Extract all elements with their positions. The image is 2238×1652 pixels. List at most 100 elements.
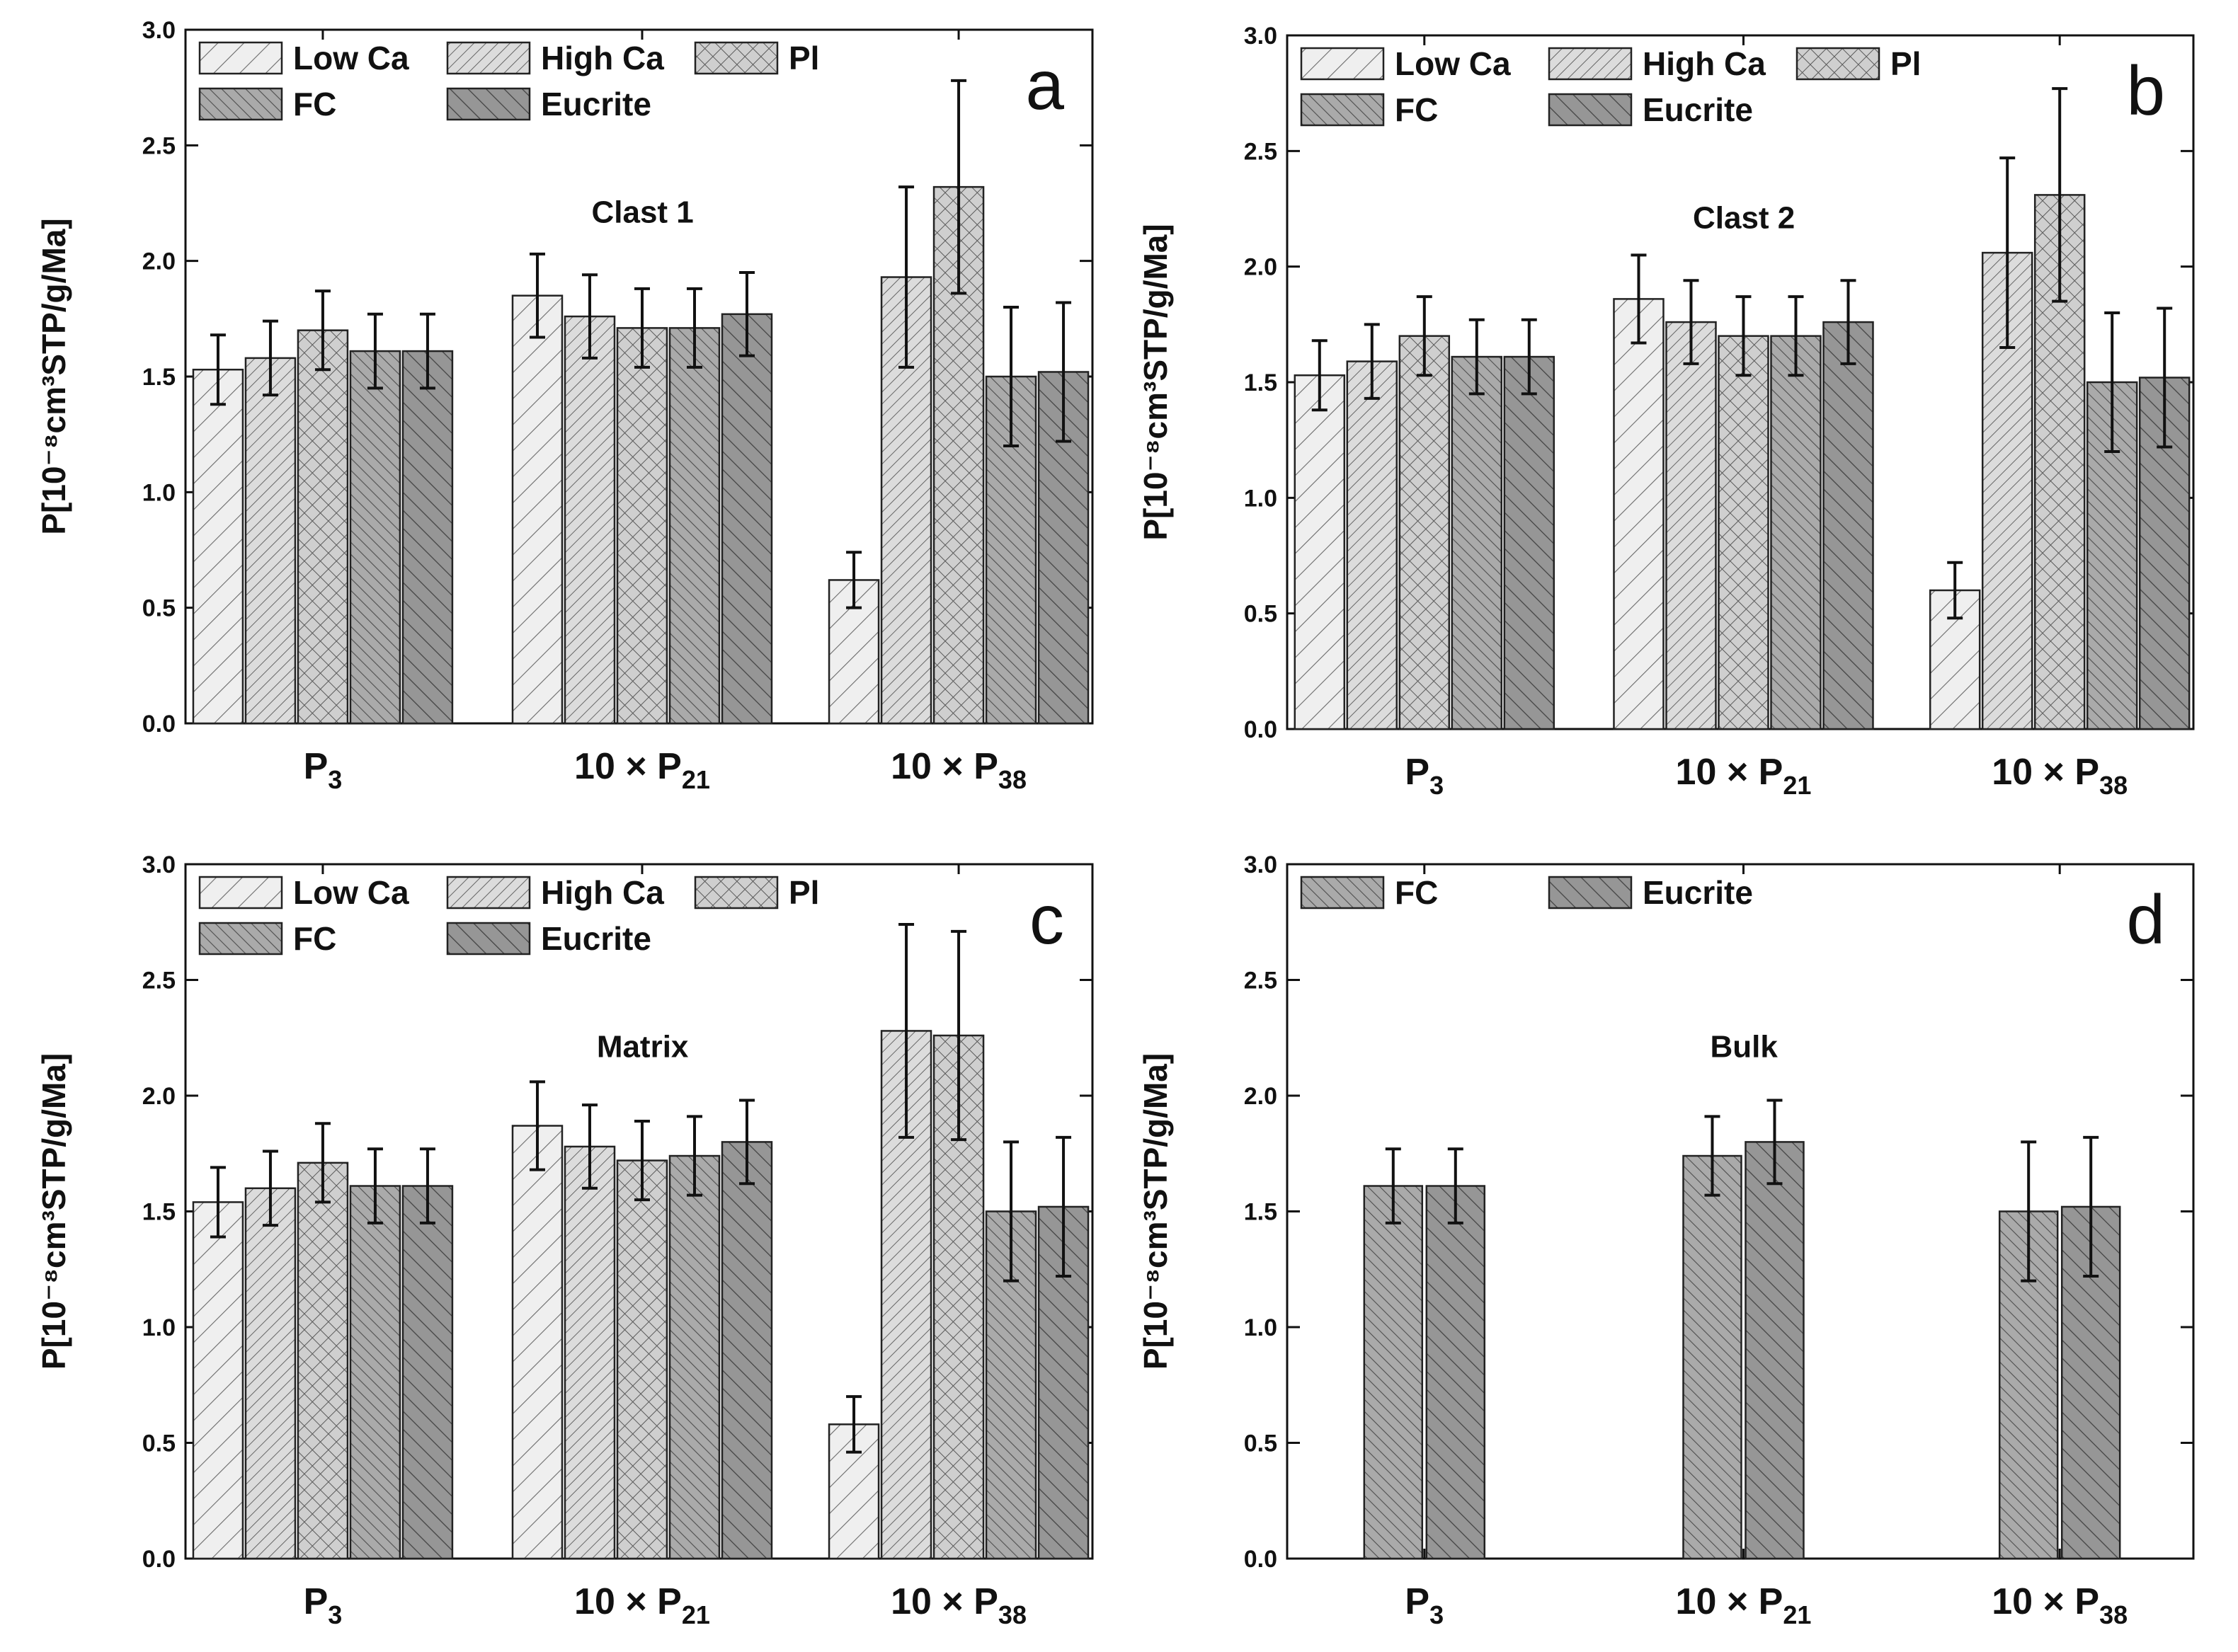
bar [1822, 321, 1874, 730]
bar [1294, 374, 1346, 730]
y-tick-label: 3.0 [142, 851, 176, 878]
x-category-subscript: 3 [328, 765, 342, 794]
y-tick-label: 2.5 [1244, 138, 1277, 165]
bar [1398, 335, 1451, 730]
x-category-base: P [2074, 1581, 2099, 1622]
bar [828, 579, 880, 725]
x-category-base: P [304, 1581, 329, 1622]
legend-label: FC [293, 920, 336, 957]
legend-label: Eucrite [1643, 91, 1753, 128]
y-tick-label: 3.0 [1244, 23, 1277, 50]
y-axis-label: P[10⁻⁸cm³STP/g/Ma] [1137, 224, 1174, 540]
y-tick-label: 2.0 [1244, 1083, 1277, 1110]
x-category-prefix: 10 × [574, 746, 657, 787]
bar [511, 1125, 564, 1560]
x-category-label: 10 × P21 [574, 1581, 710, 1629]
legend-swatch [694, 41, 779, 75]
legend-swatch [1548, 47, 1633, 81]
x-category-label: P3 [1405, 1581, 1444, 1629]
x-category-base: P [2074, 752, 2099, 793]
y-tick-label: 3.0 [1244, 851, 1277, 878]
bar [297, 329, 349, 725]
legend-label: Pl [789, 40, 819, 76]
legend-swatch [198, 876, 283, 910]
y-tick-label: 1.0 [142, 479, 176, 506]
panel-title: Bulk [1710, 1030, 1778, 1065]
bar [616, 327, 668, 725]
x-category-label: 10 × P38 [891, 1581, 1027, 1629]
legend-label: Eucrite [541, 86, 651, 122]
bar [401, 350, 454, 725]
x-category-subscript: 3 [1429, 1600, 1444, 1629]
bar [1451, 355, 1503, 730]
bar [1613, 298, 1665, 730]
y-tick-label: 0.5 [142, 1430, 176, 1457]
y-tick-label: 0.5 [142, 595, 176, 622]
bar [192, 1201, 244, 1560]
x-category-label: 10 × P38 [891, 746, 1027, 794]
legend-swatch [446, 87, 531, 121]
legend-label: Pl [1890, 45, 1921, 82]
y-tick-label: 2.5 [142, 132, 176, 159]
panel-title: Clast 1 [591, 195, 693, 229]
legend-label: FC [1395, 91, 1438, 128]
x-category-subscript: 38 [998, 1600, 1027, 1629]
legend-label: Low Ca [1395, 45, 1511, 82]
y-tick-label: 0.5 [1244, 1430, 1277, 1457]
bar [1363, 1185, 1424, 1560]
legend-swatch [198, 922, 283, 956]
x-category-subscript: 21 [682, 1600, 710, 1629]
y-tick-label: 0.0 [142, 711, 176, 738]
panel-letter: d [2126, 881, 2165, 958]
bar [564, 1145, 616, 1560]
legend-swatch [446, 41, 531, 75]
bar [668, 327, 721, 725]
y-axis-label: P[10⁻⁸cm³STP/g/Ma] [1137, 1053, 1174, 1370]
x-category-label: P3 [304, 1581, 343, 1629]
bar [721, 1141, 773, 1560]
y-tick-label: 0.0 [1244, 716, 1277, 743]
x-category-subscript: 21 [682, 765, 710, 794]
legend-swatch [1795, 47, 1880, 81]
x-category-label: P3 [304, 746, 343, 794]
y-tick-label: 3.0 [142, 17, 176, 44]
panel-title: Matrix [597, 1030, 689, 1065]
bar [564, 315, 616, 725]
y-tick-label: 0.0 [1244, 1546, 1277, 1573]
legend-label: Low Ca [293, 40, 409, 76]
x-category-subscript: 3 [328, 1600, 342, 1629]
bar [349, 1185, 401, 1560]
legend-label: Low Ca [293, 874, 409, 911]
panel-b: 0.0 0.5 1.0 1.5 2.0 2.5 3.0 P[10⁻⁸cm³STP/g/Ma] P… [1137, 23, 2195, 800]
x-category-label: 10 × P21 [1676, 1581, 1812, 1629]
legend-swatch [1548, 93, 1633, 127]
legend-swatch [198, 41, 283, 75]
y-tick-label: 1.5 [1244, 1199, 1277, 1226]
y-tick-label: 2.0 [142, 1083, 176, 1110]
legend-swatch [694, 876, 779, 910]
legend-swatch [198, 87, 283, 121]
bar [297, 1161, 349, 1560]
legend-swatch [446, 876, 531, 910]
legend-label: FC [293, 86, 336, 122]
y-tick-label: 1.0 [142, 1314, 176, 1341]
legend-swatch [1300, 47, 1385, 81]
y-tick-label: 1.5 [1244, 369, 1277, 396]
bar [1346, 360, 1398, 730]
legend-swatch [446, 922, 531, 956]
x-category-base: P [974, 1581, 998, 1622]
panel-c: 0.0 0.5 1.0 1.5 2.0 2.5 3.0 P[10⁻⁸cm³STP/g/Ma] P… [35, 851, 1094, 1629]
bar [244, 1187, 297, 1560]
x-category-subscript: 38 [2099, 771, 2128, 800]
legend-swatch [1300, 876, 1385, 910]
x-category-prefix: 10 × [574, 1581, 657, 1622]
x-category-label: 10 × P38 [1992, 752, 2128, 800]
bar [668, 1154, 721, 1560]
bar [349, 350, 401, 725]
y-tick-label: 1.5 [142, 1199, 176, 1226]
x-category-base: P [304, 746, 329, 787]
legend-label: Pl [789, 874, 819, 911]
x-category-prefix: 10 × [1676, 752, 1759, 793]
panel-a: 0.0 0.5 1.0 1.5 2.0 2.5 3.0 P[10⁻⁸cm³STP/g/Ma] P… [35, 17, 1094, 794]
x-category-subscript: 21 [1783, 1600, 1811, 1629]
